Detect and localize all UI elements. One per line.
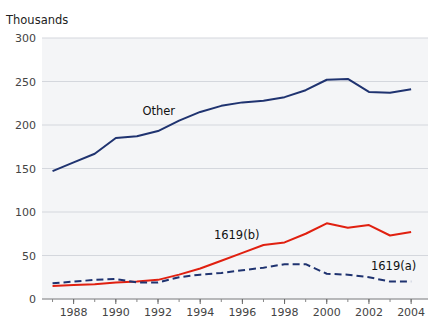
- x-tick-label: 1988: [60, 306, 88, 319]
- series-label: 1619(b): [214, 228, 260, 242]
- x-minor-tick: [390, 299, 391, 302]
- grid-line: [42, 125, 428, 126]
- y-tick-label: 300: [15, 32, 36, 45]
- y-tick-label: 50: [22, 250, 36, 263]
- series-line: [53, 79, 412, 171]
- x-minor-tick: [179, 299, 180, 302]
- x-tick-label: 2000: [313, 306, 341, 319]
- x-tick-label: 1990: [102, 306, 130, 319]
- x-tick: [368, 299, 369, 304]
- grid-line: [42, 168, 428, 169]
- x-minor-tick: [136, 299, 137, 302]
- grid-line: [42, 38, 428, 39]
- y-tick-label: 0: [29, 293, 36, 306]
- grid-line: [42, 299, 428, 300]
- x-tick: [284, 299, 285, 304]
- x-tick: [200, 299, 201, 304]
- chart: 0 50 100 150 200 250 300 1988 1990 1992 1994 1996 19…: [0, 0, 442, 329]
- x-minor-tick: [347, 299, 348, 302]
- plot-area: [42, 38, 428, 299]
- series-label: Other: [142, 104, 175, 118]
- x-tick: [115, 299, 116, 304]
- series-line: [53, 264, 412, 283]
- x-tick: [73, 299, 74, 304]
- x-tick: [326, 299, 327, 304]
- series-label: 1619(a): [371, 259, 416, 273]
- x-tick-label: 1996: [228, 306, 256, 319]
- x-tick-label: 1994: [186, 306, 214, 319]
- x-minor-tick: [221, 299, 222, 302]
- grid-line: [42, 81, 428, 82]
- x-tick: [158, 299, 159, 304]
- y-tick-label: 250: [15, 76, 36, 89]
- x-minor-tick: [94, 299, 95, 302]
- x-minor-tick: [263, 299, 264, 302]
- x-minor-tick: [52, 299, 53, 302]
- y-tick-label: 200: [15, 119, 36, 132]
- background: [0, 0, 442, 329]
- x-minor-tick: [305, 299, 306, 302]
- y-tick-label: 150: [15, 163, 36, 176]
- grid-line: [42, 212, 428, 213]
- x-tick: [411, 299, 412, 304]
- x-tick-label: 1992: [144, 306, 172, 319]
- x-tick-label: 1998: [271, 306, 299, 319]
- series-line: [53, 223, 412, 286]
- y-tick-label: 100: [15, 206, 36, 219]
- x-tick-label: 2004: [397, 306, 425, 319]
- y-axis-label: Thousands: [5, 13, 68, 27]
- lines: [53, 79, 412, 286]
- x-tick: [242, 299, 243, 304]
- x-tick-label: 2002: [355, 306, 383, 319]
- x-axis-line: [42, 299, 428, 300]
